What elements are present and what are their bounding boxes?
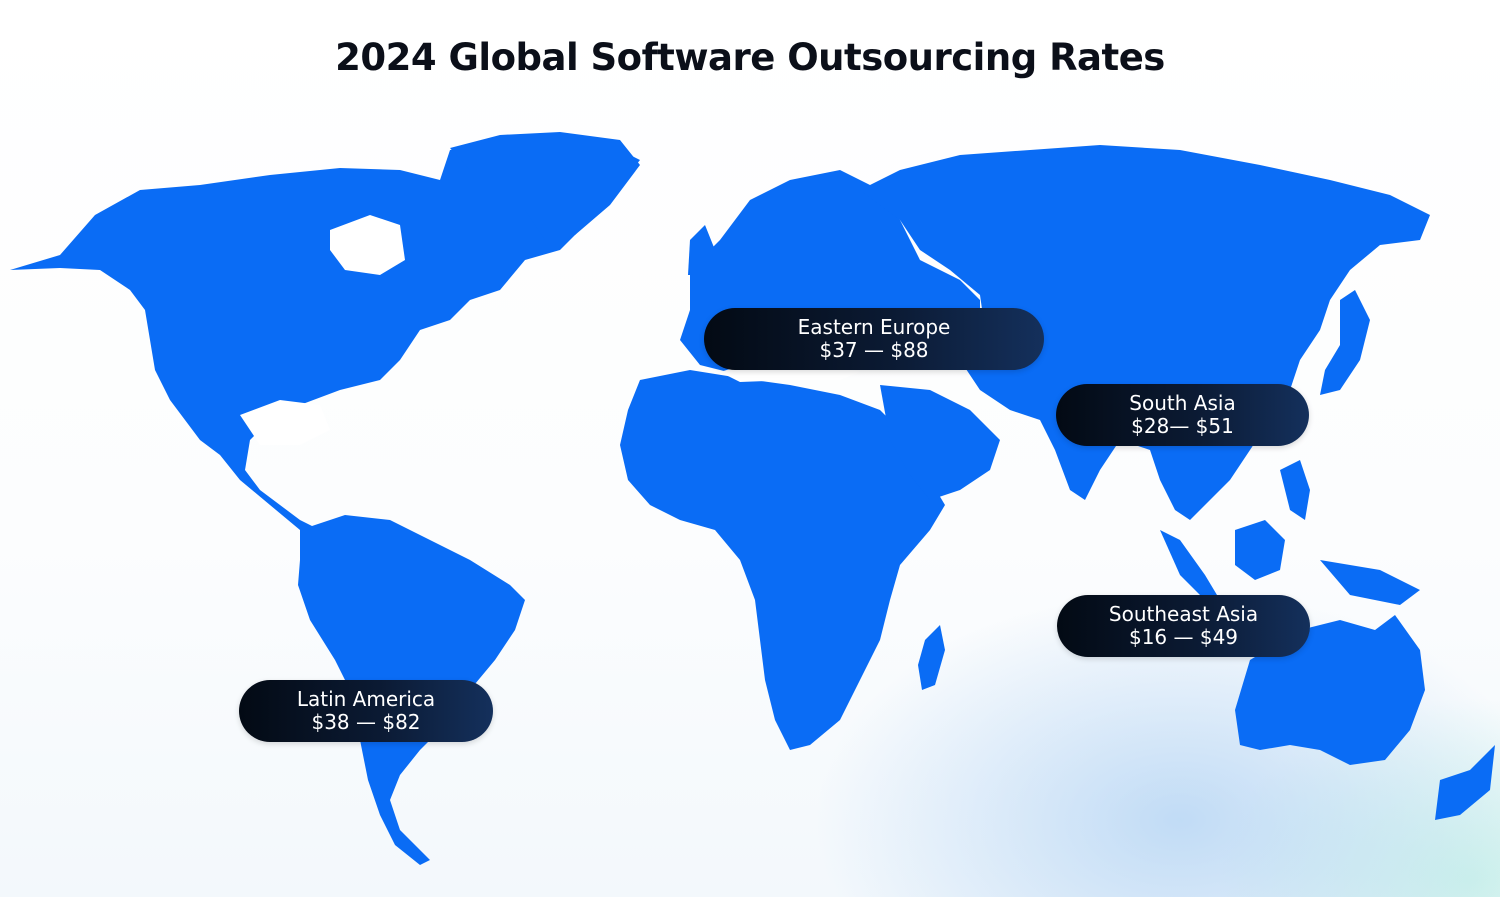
region-rate: $38 — $82 — [311, 710, 421, 734]
arabia-landmass — [880, 385, 1000, 500]
region-rate: $28— $51 — [1131, 414, 1234, 438]
map-title: 2024 Global Software Outsourcing Rates — [335, 36, 1165, 79]
sumatra-landmass — [1160, 530, 1220, 600]
region-label-eastern-europe: Eastern Europe $37 — $88 — [704, 308, 1044, 370]
region-name: Southeast Asia — [1108, 602, 1259, 626]
uk-landmass — [688, 225, 715, 275]
philippines-landmass — [1280, 460, 1310, 520]
region-name: South Asia — [1129, 391, 1236, 415]
borneo-landmass — [1235, 520, 1285, 580]
region-name: Latin America — [296, 687, 436, 711]
region-label-southeast-asia: Southeast Asia $16 — $49 — [1057, 595, 1310, 657]
new-guinea-landmass — [1320, 560, 1420, 605]
region-label-latin-america: Latin America $38 — $82 — [239, 680, 493, 742]
region-label-south-asia: South Asia $28— $51 — [1056, 384, 1309, 446]
madagascar-landmass — [918, 625, 945, 690]
region-rate: $16 — $49 — [1128, 625, 1239, 649]
hudson-bay — [330, 215, 405, 275]
north-america-landmass — [10, 140, 640, 535]
region-name: Eastern Europe — [797, 315, 951, 339]
asia-landmass — [860, 145, 1430, 520]
africa-landmass — [620, 370, 945, 750]
japan-landmass — [1320, 290, 1370, 395]
new-zealand-landmass — [1435, 745, 1495, 820]
greenland-landmass — [450, 132, 640, 240]
gulf-of-mexico — [240, 400, 330, 445]
region-rate: $37 — $88 — [819, 338, 929, 362]
